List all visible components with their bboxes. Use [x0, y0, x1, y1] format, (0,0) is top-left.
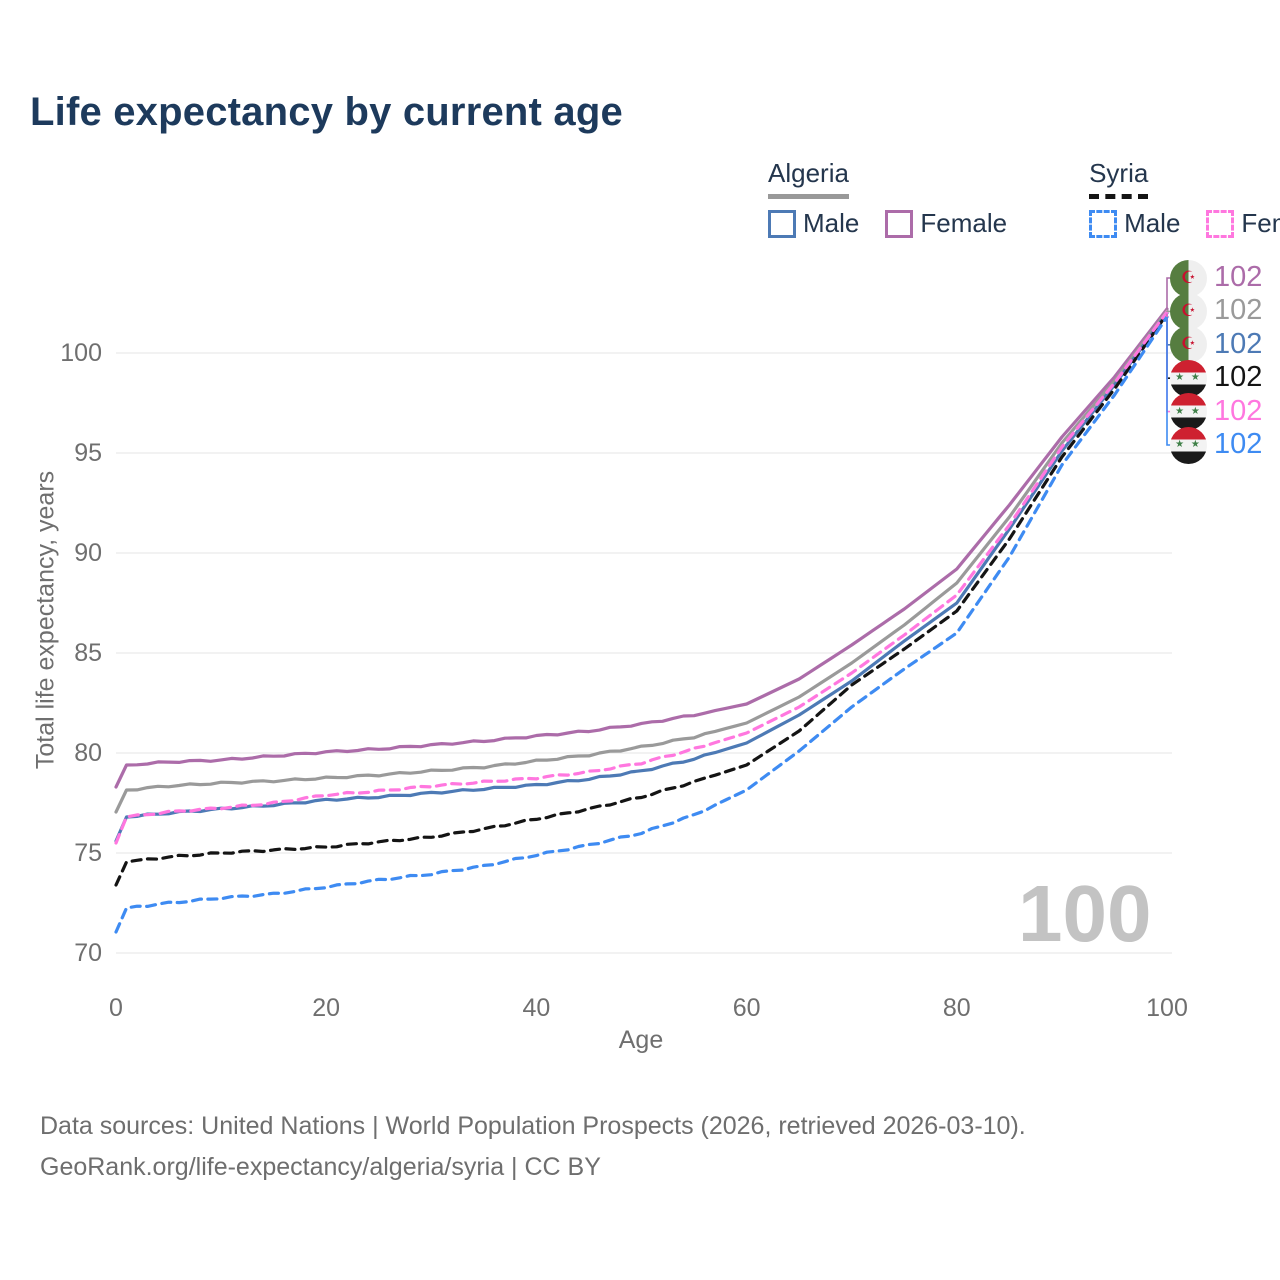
y-tick-label: 80	[74, 739, 102, 767]
series-line-syria-all	[114, 312, 1169, 887]
legend-item-label: Male	[803, 208, 860, 238]
line-chart	[114, 277, 1175, 954]
algeria-flag-icon: ☪	[1170, 326, 1207, 364]
current-age-watermark: 100	[1018, 869, 1152, 958]
syria-male-swatch-icon	[1089, 209, 1118, 238]
algeria-flag-icon: ☪	[1170, 292, 1207, 330]
algeria-flag-emblem-icon: ☪	[1180, 334, 1197, 354]
y-tick-label: 70	[74, 939, 102, 967]
series-line-syria-female	[114, 310, 1169, 845]
end-value-syria-female: 102	[1214, 394, 1263, 427]
legend-country-syria[interactable]: Syria	[1089, 158, 1149, 199]
syria-female-swatch-icon	[1206, 209, 1235, 238]
legend-row-algeria: Male Female	[768, 208, 1007, 239]
algeria-male-swatch-icon	[768, 209, 796, 238]
syria-flag-emblem-icon: ★ ★	[1175, 439, 1202, 450]
algeria-flag-icon: ☪	[1170, 259, 1207, 297]
y-tick-label: 75	[74, 839, 102, 867]
end-value-algeria-male: 102	[1214, 327, 1263, 360]
end-value-algeria-female: 102	[1214, 261, 1263, 293]
x-tick-label: 80	[942, 994, 971, 1022]
syria-flag-icon: ★ ★	[1170, 393, 1207, 431]
x-tick-label: 100	[1146, 994, 1188, 1022]
syria-flag-emblem-icon: ★ ★	[1175, 372, 1202, 384]
legend-group-syria: Syria Male Female	[1089, 158, 1280, 239]
series-line-algeria-female	[114, 307, 1169, 789]
y-tick-label: 85	[74, 639, 102, 667]
end-value-algeria-all: 102	[1214, 294, 1263, 327]
syria-flag-emblem-icon: ★ ★	[1175, 405, 1202, 417]
y-axis-title: Total life expectancy, years	[31, 470, 60, 770]
y-tick-label: 100	[60, 339, 102, 367]
footer: Data sources: United Nations | World Pop…	[40, 1106, 1026, 1188]
series-line-syria-male	[114, 315, 1169, 934]
x-tick-label: 60	[732, 994, 761, 1022]
footer-sources-line: Data sources: United Nations | World Pop…	[40, 1112, 1026, 1140]
syria-flag-icon: ★ ★	[1170, 426, 1207, 464]
legend-item-algeria-female[interactable]: Female	[885, 208, 1007, 239]
legend-item-syria-male[interactable]: Male	[1089, 208, 1180, 239]
legend-item-algeria-male[interactable]: Male	[768, 208, 859, 239]
syria-flag-icon: ★ ★	[1170, 359, 1207, 397]
x-tick-label: 0	[109, 994, 123, 1022]
y-tick-label: 90	[74, 539, 102, 567]
y-tick-label: 95	[74, 439, 102, 467]
series-line-algeria-all	[114, 309, 1169, 814]
legend-item-syria-female[interactable]: Female	[1206, 208, 1280, 239]
legend: Algeria Male Female Syria Male	[768, 158, 1280, 239]
algeria-flag-emblem-icon: ☪	[1180, 267, 1197, 287]
x-tick-label: 40	[522, 994, 551, 1022]
legend-row-syria: Male Female	[1089, 208, 1280, 239]
end-label-leader-line	[1166, 312, 1175, 413]
x-axis-title: Age	[618, 1026, 664, 1054]
algeria-female-swatch-icon	[885, 209, 914, 238]
chart-title: Life expectancy by current age	[30, 90, 623, 134]
end-value-syria-all: 102	[1214, 361, 1263, 394]
legend-country-algeria[interactable]: Algeria	[768, 158, 849, 199]
series-line-algeria-male	[114, 311, 1169, 843]
legend-item-label: Female	[920, 208, 1008, 238]
legend-item-label: Female	[1241, 208, 1280, 238]
legend-item-label: Male	[1124, 208, 1181, 238]
footer-attribution-line: GeoRank.org/life-expectancy/algeria/syri…	[40, 1153, 601, 1181]
algeria-flag-emblem-icon: ☪	[1180, 300, 1197, 320]
x-tick-label: 20	[312, 994, 341, 1022]
legend-group-algeria: Algeria Male Female	[768, 158, 1007, 239]
end-value-syria-male: 102	[1214, 428, 1263, 460]
